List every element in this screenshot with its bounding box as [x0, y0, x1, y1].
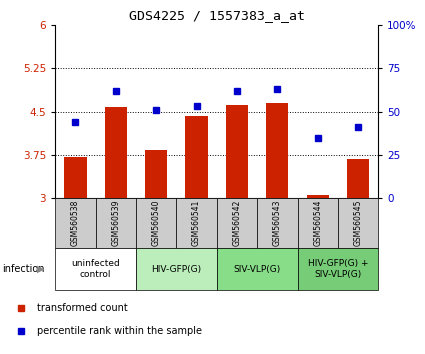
- Bar: [64, 156, 87, 198]
- Bar: [257, 198, 298, 248]
- Text: GSM560543: GSM560543: [273, 200, 282, 246]
- Bar: [105, 107, 127, 198]
- Bar: [55, 198, 96, 248]
- Text: percentile rank within the sample: percentile rank within the sample: [37, 326, 202, 336]
- Bar: [266, 103, 289, 198]
- Bar: [145, 150, 167, 198]
- Bar: [136, 248, 217, 290]
- Bar: [298, 248, 378, 290]
- Bar: [96, 198, 136, 248]
- Bar: [338, 198, 378, 248]
- Text: GSM560541: GSM560541: [192, 200, 201, 246]
- Text: transformed count: transformed count: [37, 303, 128, 313]
- Text: GSM560544: GSM560544: [313, 200, 322, 246]
- Bar: [306, 195, 329, 198]
- Text: HIV-GFP(G): HIV-GFP(G): [151, 264, 201, 274]
- Text: GSM560540: GSM560540: [152, 200, 161, 246]
- Text: GSM560539: GSM560539: [111, 200, 120, 246]
- Text: uninfected
control: uninfected control: [71, 259, 120, 279]
- Bar: [136, 198, 176, 248]
- Bar: [185, 115, 208, 198]
- Text: SIV-VLP(G): SIV-VLP(G): [233, 264, 281, 274]
- Bar: [176, 198, 217, 248]
- Title: GDS4225 / 1557383_a_at: GDS4225 / 1557383_a_at: [129, 9, 305, 22]
- Text: GSM560542: GSM560542: [232, 200, 241, 246]
- Text: ▶: ▶: [37, 264, 45, 274]
- Text: GSM560538: GSM560538: [71, 200, 80, 246]
- Bar: [55, 248, 136, 290]
- Bar: [217, 248, 298, 290]
- Bar: [226, 104, 248, 198]
- Text: infection: infection: [2, 264, 45, 274]
- Bar: [298, 198, 338, 248]
- Bar: [347, 159, 369, 198]
- Bar: [217, 198, 257, 248]
- Text: GSM560545: GSM560545: [354, 200, 363, 246]
- Text: HIV-GFP(G) +
SIV-VLP(G): HIV-GFP(G) + SIV-VLP(G): [308, 259, 368, 279]
